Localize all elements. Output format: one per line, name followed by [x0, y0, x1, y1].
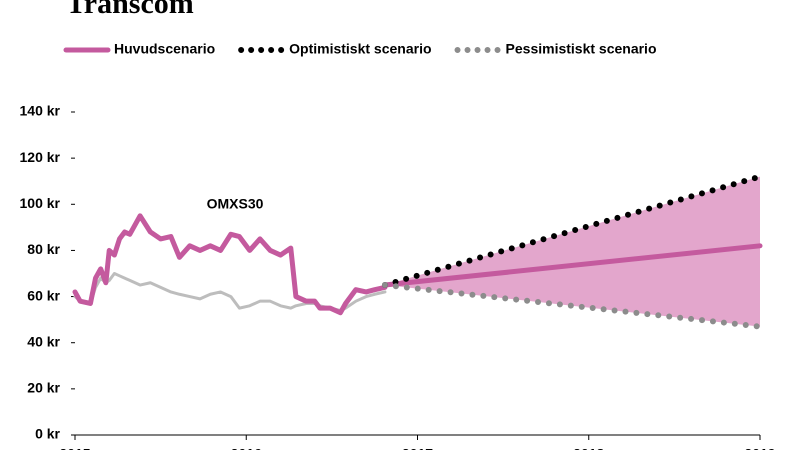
legend-label: Pessimistiskt scenario — [506, 41, 657, 57]
y-tick-label: 60 kr — [27, 287, 60, 303]
legend-label: Optimistiskt scenario — [289, 41, 431, 57]
x-tick-label: 2019 — [744, 446, 775, 450]
series-line — [381, 282, 763, 330]
scenario-band — [384, 176, 760, 327]
y-tick-label: 20 kr — [27, 380, 60, 396]
chart-title: Transcom — [66, 0, 194, 20]
y-tick-label: 80 kr — [27, 241, 60, 257]
series-line — [382, 243, 763, 288]
index-label: OMXS30 — [207, 196, 264, 212]
y-tick-label: 40 kr — [27, 333, 60, 349]
y-tick-label: 100 kr — [20, 195, 61, 211]
x-tick-label: 2015 — [59, 446, 90, 450]
x-tick-label: 2016 — [231, 446, 262, 450]
legend-label: Huvudscenario — [114, 41, 215, 57]
y-tick-label: 140 kr — [20, 103, 61, 119]
history-line — [72, 213, 388, 316]
series-line — [381, 173, 763, 289]
y-tick-label: 0 kr — [35, 426, 60, 442]
index-line — [73, 272, 387, 312]
y-tick-label: 120 kr — [20, 149, 61, 165]
x-tick-label: 2018 — [573, 446, 604, 450]
x-tick-label: 2017 — [402, 446, 433, 450]
